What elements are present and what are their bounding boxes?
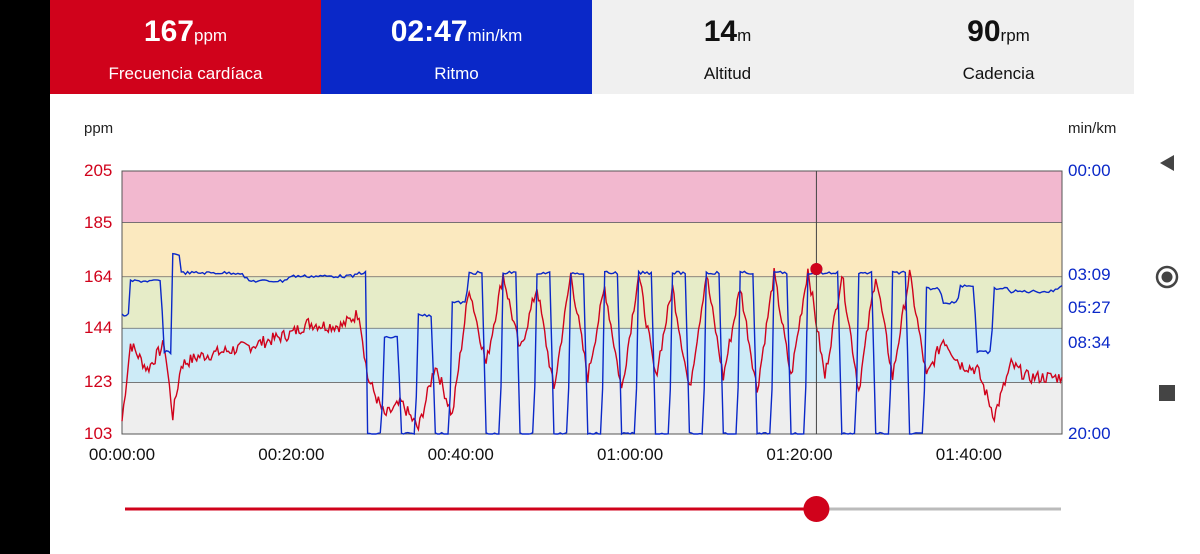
stats-bar: 167ppm Frecuencia cardíaca 02:47min/km R… <box>50 0 1134 94</box>
right-tick-label: 20:00 <box>1068 424 1111 443</box>
heart-rate-label: Frecuencia cardíaca <box>108 64 263 83</box>
x-tick-label: 01:20:00 <box>766 445 833 464</box>
heart-rate-value: 167ppm <box>144 14 227 54</box>
x-tick-label: 00:20:00 <box>258 445 325 464</box>
cadence-value: 90rpm <box>967 14 1030 54</box>
timeline-slider-thumb[interactable] <box>803 496 830 522</box>
hr-zone-band-3 <box>122 276 1062 329</box>
left-tick-label: 164 <box>84 266 113 286</box>
right-tick-label: 08:34 <box>1068 333 1111 353</box>
pace-line <box>121 252 1063 436</box>
app-screen: 167ppm Frecuencia cardíaca 02:47min/km R… <box>50 0 1134 554</box>
heart-rate-pace-chart[interactable] <box>50 0 1134 554</box>
cadence-unit: rpm <box>1000 26 1030 45</box>
heart-rate-line <box>121 268 1063 433</box>
recents-icon[interactable] <box>1157 383 1177 403</box>
left-tick-label: 205 <box>84 161 113 180</box>
hr-zone-band-5 <box>122 171 1062 223</box>
pace-unit: min/km <box>467 26 523 45</box>
left-tick-label: 144 <box>84 318 113 338</box>
x-tick-label: 01:00:00 <box>597 445 664 464</box>
pace-tile[interactable]: 02:47min/km Ritmo <box>321 0 592 94</box>
left-tick-label: 103 <box>84 424 113 443</box>
heart-rate-number: 167 <box>143 15 194 48</box>
altitude-value: 14m <box>704 14 752 54</box>
altitude-number: 14 <box>703 15 738 48</box>
pace-label: Ritmo <box>434 64 479 83</box>
pace-number: 02:47 <box>390 15 468 48</box>
home-icon[interactable] <box>1154 264 1180 290</box>
hr-zone-band-1 <box>122 382 1062 434</box>
left-axis-unit: ppm <box>84 120 114 137</box>
x-tick-label: 00:40:00 <box>427 445 494 464</box>
altitude-label: Altitud <box>703 64 752 83</box>
android-nav-bar <box>1134 0 1200 554</box>
cadence-label: Cadencia <box>962 64 1035 83</box>
altitude-unit: m <box>737 26 752 45</box>
cadence-number: 90 <box>967 15 1001 48</box>
left-tick-label: 123 <box>84 372 113 392</box>
cadence-tile[interactable]: 90rpm Cadencia <box>863 0 1134 94</box>
heart-rate-tile[interactable]: 167ppm Frecuencia cardíaca <box>50 0 321 94</box>
back-icon[interactable] <box>1156 152 1178 174</box>
x-tick-label: 01:40:00 <box>935 445 1002 464</box>
pace-value: 02:47min/km <box>391 14 523 54</box>
cursor-hr-dot <box>810 262 823 275</box>
right-tick-label: 00:00 <box>1068 161 1111 180</box>
altitude-tile[interactable]: 14m Altitud <box>592 0 863 94</box>
right-tick-label: 05:27 <box>1068 298 1111 318</box>
x-tick-label: 00:00:00 <box>88 445 156 464</box>
hr-zone-band-4 <box>122 222 1062 277</box>
right-tick-label: 03:09 <box>1068 265 1111 285</box>
left-tick-label: 185 <box>84 212 113 232</box>
right-axis-unit: min/km <box>1068 120 1117 137</box>
heart-rate-unit: ppm <box>193 26 228 45</box>
